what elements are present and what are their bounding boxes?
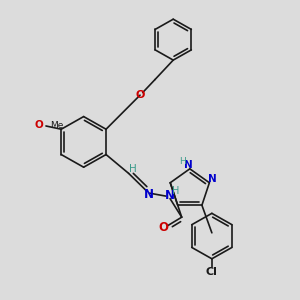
- Text: N: N: [143, 188, 154, 201]
- Text: N: N: [184, 160, 193, 170]
- Text: N: N: [208, 175, 217, 184]
- Text: Cl: Cl: [206, 267, 218, 277]
- Text: H: H: [129, 164, 137, 174]
- Text: H: H: [172, 186, 180, 196]
- Text: H: H: [179, 157, 186, 166]
- Text: O: O: [158, 221, 168, 234]
- Text: N: N: [165, 189, 175, 202]
- Text: O: O: [35, 120, 44, 130]
- Text: Me: Me: [50, 121, 64, 130]
- Text: O: O: [135, 90, 145, 100]
